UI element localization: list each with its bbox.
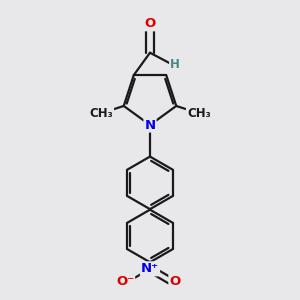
Text: O⁻: O⁻ bbox=[116, 275, 134, 289]
Text: H: H bbox=[170, 58, 180, 71]
Text: N⁺: N⁺ bbox=[141, 262, 159, 275]
Text: CH₃: CH₃ bbox=[89, 107, 113, 120]
Text: CH₃: CH₃ bbox=[187, 107, 211, 120]
Text: O: O bbox=[144, 17, 156, 30]
Text: N: N bbox=[144, 118, 156, 131]
Text: O: O bbox=[169, 275, 181, 289]
